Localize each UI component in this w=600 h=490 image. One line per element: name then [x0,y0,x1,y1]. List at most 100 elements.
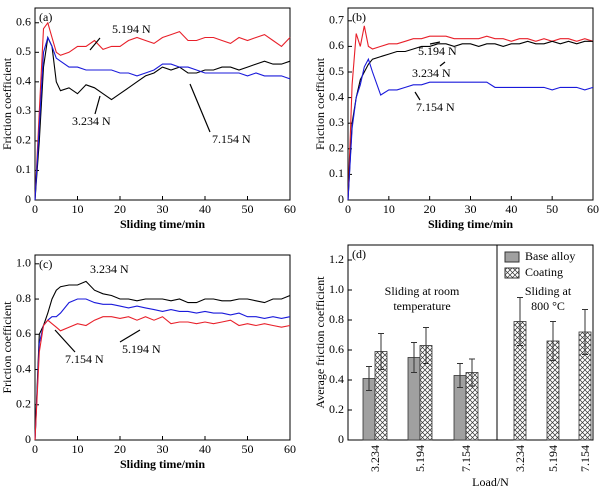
y-tick-label: 0.4 [329,89,344,103]
y-tick-label: 0.3 [16,103,31,117]
series-annotation: 5.194 N [418,44,457,58]
panel-label: (b) [352,10,366,24]
line-series [34,298,291,441]
error-bar [469,358,475,387]
line-series [34,280,291,441]
x-tick-label: 10 [72,442,84,456]
y-tick-label: 0.2 [16,397,31,411]
series-annotation: 3.234 N [412,66,451,80]
x-tick-label: 5.194 [413,445,427,472]
x-tick-label: 5.194 [546,445,560,472]
line-series [34,35,291,201]
y-axis-label: Friction coefficient [313,57,327,150]
error-bar [378,333,384,370]
x-tick-label: 0 [32,202,38,216]
y-tick-label: 0 [25,192,31,206]
x-tick-label: 60 [284,442,296,456]
x-tick-label: 50 [242,202,254,216]
x-tick-label: 0 [32,442,38,456]
y-tick-label: 0.1 [329,166,344,180]
annotation: Sliding at room [385,284,460,298]
x-axis-label: Sliding time/min [120,217,205,231]
x-axis-label: Sliding time/min [120,457,205,471]
y-tick-label: 0.2 [16,133,31,147]
line-series [34,21,291,201]
y-tick-label: 0.8 [329,312,344,326]
panel-label: (d) [352,247,366,261]
y-tick-label: 0.7 [329,13,344,27]
series-annotation: 5.194 N [122,342,161,356]
y-tick-label: 0 [338,432,344,446]
y-axis-label: Friction coefficient [0,301,14,394]
plot-frame [347,7,594,201]
x-axis-label: Sliding time/min [428,217,513,231]
line-series [34,316,291,441]
series-annotation: 3.234 N [90,262,129,276]
y-tick-label: 1.2 [329,252,344,266]
annotation-arrow [429,41,441,45]
annotation-arrow [439,61,446,67]
error-bar [423,327,429,364]
x-tick-label: 40 [199,202,211,216]
y-tick-label: 0.2 [329,402,344,416]
x-tick-label: 60 [284,202,296,216]
y-tick-label: 0 [25,432,31,446]
x-tick-label: 40 [199,442,211,456]
annotation-arrow [189,83,211,133]
panel-label: (a) [39,10,52,24]
legend-label: Coating [525,265,563,279]
y-axis-label: Average friction coefficient [313,276,327,409]
line-series [34,35,291,201]
line-series [347,57,594,201]
y-tick-label: 0 [338,192,344,206]
error-bar [366,366,372,391]
legend-label: Base alloy [525,249,575,263]
series-annotation: 5.194 N [112,22,151,36]
x-tick-label: 7.154 [459,445,473,472]
line-series [347,40,593,201]
x-tick-label: 30 [157,442,169,456]
legend-swatch [504,251,520,263]
y-tick-label: 0.6 [329,342,344,356]
series-annotation: 3.234 N [72,114,111,128]
y-tick-label: 0.6 [16,326,31,340]
x-tick-label: 7.154 [578,445,592,472]
x-tick-label: 10 [72,202,84,216]
series-annotation: 7.154 N [212,132,251,146]
x-tick-label: 50 [242,442,254,456]
y-tick-label: 0.5 [16,44,31,58]
x-tick-label: 30 [465,202,477,216]
x-tick-label: 20 [114,442,126,456]
y-tick-label: 0.4 [329,372,344,386]
x-tick-label: 60 [587,202,599,216]
y-tick-label: 0.6 [16,15,31,29]
x-tick-label: 20 [114,202,126,216]
annotation-arrow [54,329,76,353]
y-axis-label: Friction coefficient [0,57,14,150]
series-annotation: 7.154 N [65,352,104,366]
plot-frame [34,7,291,201]
annotation: Sliding at [525,284,572,298]
error-bar [411,342,417,373]
annotation: 800 °C [531,299,565,313]
x-tick-label: 50 [546,202,558,216]
error-bar [582,309,588,355]
x-tick-label: 40 [505,202,517,216]
x-tick-label: 10 [383,202,395,216]
error-bar [550,321,556,361]
line-series [347,25,594,201]
y-tick-label: 0.8 [16,291,31,305]
error-bar [517,297,523,346]
y-tick-label: 0.1 [16,162,31,176]
y-tick-label: 0.5 [329,64,344,78]
x-axis-label: Load/N [472,475,509,489]
annotation: temperature [393,299,450,313]
series-annotation: 7.154 N [416,100,455,114]
annotation-arrow [94,95,101,115]
x-tick-label: 3.234 [513,445,527,472]
y-tick-label: 0.4 [16,361,31,375]
y-tick-label: 0.2 [329,141,344,155]
panel-label: (c) [39,257,52,271]
y-tick-label: 0.3 [329,115,344,129]
